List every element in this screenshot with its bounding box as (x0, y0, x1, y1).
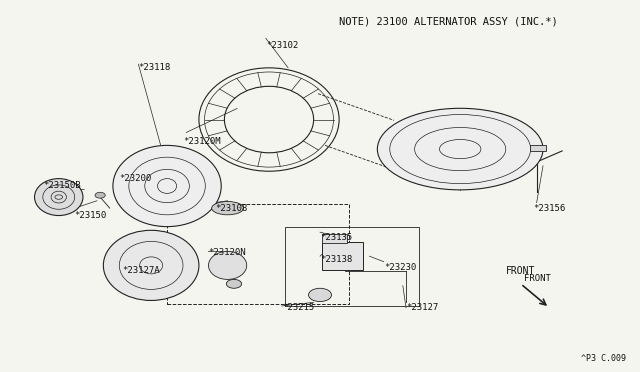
Bar (531, 145, 546, 151)
Text: *23215: *23215 (282, 303, 314, 312)
Text: *23138: *23138 (320, 255, 352, 264)
Text: *23118: *23118 (138, 63, 171, 72)
Text: *23150B: *23150B (43, 182, 81, 190)
Text: *23127: *23127 (406, 303, 438, 312)
Text: *23108: *23108 (215, 203, 247, 213)
Text: *23120M: *23120M (183, 137, 221, 146)
Bar (322, 234, 348, 243)
Text: *23135: *23135 (320, 233, 352, 242)
Ellipse shape (378, 108, 543, 190)
Text: *23200: *23200 (119, 174, 152, 183)
Circle shape (308, 288, 332, 302)
Text: *23156: *23156 (534, 203, 566, 213)
Bar (321, 242, 363, 270)
Bar (167, 205, 349, 304)
Text: *23127A: *23127A (122, 266, 160, 275)
Text: *23150: *23150 (75, 211, 107, 220)
Ellipse shape (113, 145, 221, 227)
Text: ^P3 C.009: ^P3 C.009 (581, 354, 626, 363)
Ellipse shape (209, 251, 246, 279)
Circle shape (227, 279, 242, 288)
Text: *23102: *23102 (266, 41, 298, 50)
Text: *23120N: *23120N (209, 248, 246, 257)
Circle shape (95, 192, 105, 198)
Bar (285, 227, 419, 306)
Text: FRONT: FRONT (506, 266, 536, 276)
Text: *23230: *23230 (384, 263, 416, 272)
Ellipse shape (103, 230, 199, 301)
Text: FRONT: FRONT (524, 274, 551, 283)
Ellipse shape (212, 202, 244, 215)
Text: NOTE) 23100 ALTERNATOR ASSY (INC.*): NOTE) 23100 ALTERNATOR ASSY (INC.*) (339, 16, 558, 26)
Ellipse shape (35, 179, 83, 215)
